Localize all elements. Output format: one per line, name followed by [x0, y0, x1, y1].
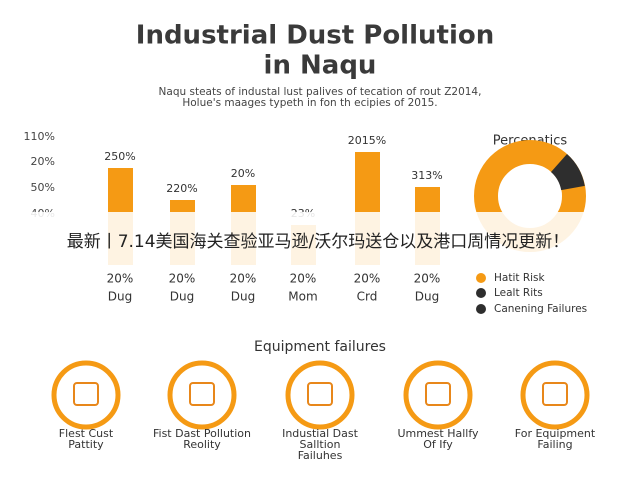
- icon-label: Fist Dast Pollution: [153, 427, 251, 440]
- category-label: Dug: [415, 290, 439, 304]
- legend-swatch: [476, 288, 486, 298]
- icon: [425, 382, 451, 406]
- icon-label: Ummest Hallfy: [397, 427, 479, 440]
- axis-label: 50%: [31, 181, 55, 194]
- bar-bottom-label: 20%: [169, 272, 196, 286]
- category-label: Crd: [357, 290, 378, 304]
- icon-ring: [51, 360, 121, 430]
- legend-label: Canening Failures: [494, 303, 587, 315]
- bar-bottom-label: 20%: [354, 272, 381, 286]
- icon-label: Salltion: [300, 438, 341, 451]
- bar-bottom-label: 20%: [414, 272, 441, 286]
- icon-label: Failing: [537, 438, 572, 451]
- bar-top-label: 250%: [104, 150, 135, 163]
- subtitle: Holue's maages typeth in fon th ecipies …: [182, 97, 437, 109]
- icon-label: For Equipment: [515, 427, 596, 440]
- icon-ring: [285, 360, 355, 430]
- section-title: Equipment failures: [254, 339, 386, 355]
- axis-label: 110%: [24, 130, 55, 143]
- banner-text: 最新丨7.14美国海关查验亚马逊/沃尔玛送仓以及港口周情况更新！: [67, 232, 570, 252]
- bar-bottom-label: 20%: [230, 272, 257, 286]
- icon-label: Failuhes: [298, 449, 343, 462]
- bar-top-label: 313%: [411, 169, 442, 182]
- legend-swatch: [476, 273, 486, 283]
- category-label: Dug: [231, 290, 255, 304]
- icon: [189, 382, 215, 406]
- banner: [0, 212, 640, 270]
- icon-label: Flest Cust: [59, 427, 114, 440]
- category-label: Dug: [170, 290, 194, 304]
- category-label: Mom: [288, 290, 317, 304]
- title: in Naqu: [264, 51, 377, 81]
- category-label: Dug: [108, 290, 132, 304]
- icon: [542, 382, 568, 406]
- axis-label: 20%: [31, 155, 55, 168]
- donut-segment: [550, 154, 585, 191]
- icon: [307, 382, 333, 406]
- icon-label: Pattity: [68, 438, 104, 451]
- legend-swatch: [476, 304, 486, 314]
- icon-ring: [167, 360, 237, 430]
- icon-label: Reolity: [183, 438, 221, 451]
- bar-top-label: 220%: [166, 182, 197, 195]
- bar-bottom-label: 20%: [290, 272, 317, 286]
- legend-label: Hatit Risk: [494, 272, 546, 284]
- icon-label: Of Ify: [423, 438, 453, 451]
- bar-top-label: 2015%: [348, 134, 386, 147]
- bar-top-label: 20%: [231, 167, 255, 180]
- icon: [73, 382, 99, 406]
- subtitle: Naqu steats of industal lust palives of …: [159, 86, 482, 98]
- title: Industrial Dust Pollution: [136, 21, 494, 51]
- icon-label: Industial Dast: [282, 427, 359, 440]
- icon-ring: [403, 360, 473, 430]
- legend-label: Lealt Rits: [494, 287, 543, 299]
- bar-bottom-label: 20%: [107, 272, 134, 286]
- icon-ring: [520, 360, 590, 430]
